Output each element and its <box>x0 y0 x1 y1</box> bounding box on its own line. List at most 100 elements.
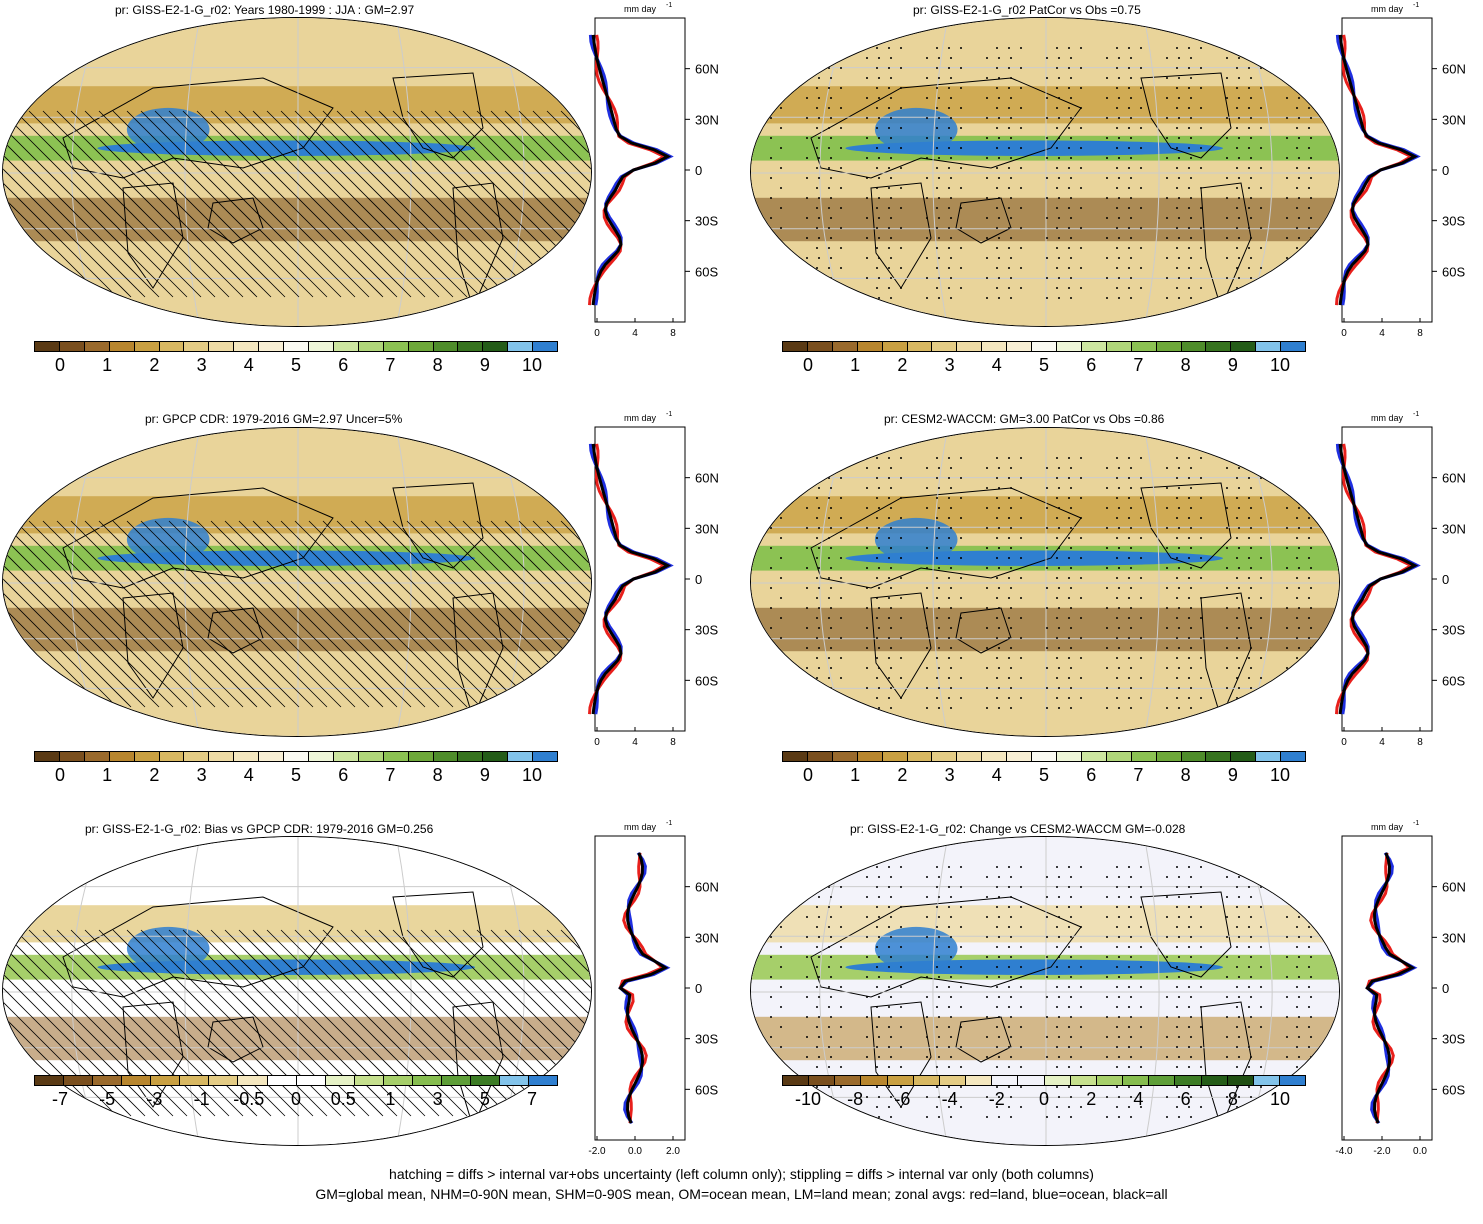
stipple-dot <box>1008 577 1010 579</box>
stipple-dot <box>806 956 808 958</box>
stipple-dot <box>1068 107 1070 109</box>
hatch-line <box>3 550 160 708</box>
longitude-gridline <box>932 837 949 1145</box>
map-panel-4 <box>750 427 1340 737</box>
stipple-dot <box>998 936 1000 938</box>
stipple-dot <box>1190 1056 1192 1058</box>
stipple-dot <box>1286 237 1288 239</box>
stipple-dot <box>1190 547 1192 549</box>
profile-x-label: 0 <box>594 737 600 748</box>
stipple-dot <box>1226 687 1228 689</box>
stipple-dot <box>926 876 928 878</box>
stipple-dot <box>1298 707 1300 709</box>
stipple-dot <box>1286 667 1288 669</box>
stipple-dot <box>1298 996 1300 998</box>
stipple-dot <box>986 996 988 998</box>
stipple-dot <box>950 1096 952 1098</box>
stipple-dot <box>926 1056 928 1058</box>
stipple-dot <box>960 697 962 699</box>
stipple-dot <box>960 67 962 69</box>
panel-title-5: pr: GISS-E2-1-G_r02: Bias vs GPCP CDR: 1… <box>85 822 434 836</box>
stipple-dot <box>816 946 818 948</box>
stipple-dot <box>986 1016 988 1018</box>
coastline <box>207 1016 264 1063</box>
stipple-dot <box>1200 617 1202 619</box>
stipple-dot <box>1020 267 1022 269</box>
stipple-dot <box>1260 537 1262 539</box>
colorbar-swatch <box>887 1076 914 1085</box>
stipple-dot <box>938 217 940 219</box>
stipple-dot <box>1010 277 1012 279</box>
stipple-dot <box>828 267 830 269</box>
stipple-dot <box>866 916 868 918</box>
stipple-dot <box>818 896 820 898</box>
stipple-dot <box>1250 1056 1252 1058</box>
profile-x-label: -4.0 <box>1335 1146 1353 1157</box>
stipple-dot <box>1140 47 1142 49</box>
stipple-dot <box>1190 1016 1192 1018</box>
stipple-dot <box>816 1046 818 1048</box>
stipple-dot <box>830 587 832 589</box>
stipple-dot <box>936 457 938 459</box>
stipple-dot <box>1010 956 1012 958</box>
colorbar-tick-label: 1 <box>850 355 861 375</box>
colorbar-swatch <box>1201 1076 1228 1085</box>
hatch-line <box>3 1057 62 1117</box>
stipple-dot <box>1068 267 1070 269</box>
stipple-dot <box>830 667 832 669</box>
stipple-dot <box>950 1116 952 1118</box>
stipple-dot <box>1118 217 1120 219</box>
stipple-dot <box>876 167 878 169</box>
colorbar-swatch <box>1149 1076 1176 1085</box>
stipple-dot <box>900 926 902 928</box>
stipple-dot <box>770 217 772 219</box>
colorbar-swatch <box>861 1076 888 1085</box>
stipple-dot <box>830 687 832 689</box>
stipple-dot <box>1308 1086 1310 1088</box>
stipple-dot <box>876 1006 878 1008</box>
colorbar-5 <box>34 1075 558 1086</box>
stipple-dot <box>840 926 842 928</box>
stipple-dot <box>830 896 832 898</box>
stipple-dot <box>986 1116 988 1118</box>
stipple-dot <box>878 97 880 99</box>
stipple-dot <box>1310 467 1312 469</box>
profile-frame <box>594 426 686 732</box>
stipple-dot <box>1200 906 1202 908</box>
stipple-dot <box>866 1096 868 1098</box>
stipple-dot <box>1106 687 1108 689</box>
stipple-dot <box>1010 996 1012 998</box>
stipple-dot <box>840 657 842 659</box>
longitude-gridline <box>184 837 201 1145</box>
stipple-dot <box>1296 557 1298 559</box>
stipple-dot <box>806 77 808 79</box>
stipple-dot <box>996 926 998 928</box>
stipple-dot <box>1236 577 1238 579</box>
stipple-dot <box>1298 627 1300 629</box>
stipple-dot <box>1056 986 1058 988</box>
stipple-dot <box>998 117 1000 119</box>
stipple-dot <box>1130 1096 1132 1098</box>
stipple-dot <box>1226 117 1228 119</box>
stipple-dot <box>948 1006 950 1008</box>
stipple-dot <box>818 607 820 609</box>
colorbar-swatch <box>807 342 833 351</box>
stipple-dot <box>1128 1006 1130 1008</box>
stipple-dot <box>1178 467 1180 469</box>
stipple-dot <box>950 467 952 469</box>
stipple-dot <box>1056 457 1058 459</box>
stipple-dot <box>998 996 1000 998</box>
stipple-dot <box>1128 457 1130 459</box>
colorbar-swatch <box>1106 342 1132 351</box>
stipple-dot <box>1188 926 1190 928</box>
stipple-dot <box>1296 697 1298 699</box>
stipple-dot <box>1056 1106 1058 1108</box>
stipple-dot <box>818 707 820 709</box>
stipple-dot <box>936 127 938 129</box>
stipple-dot <box>1238 607 1240 609</box>
stipple-dot <box>830 197 832 199</box>
profile-unit: mm day <box>1371 413 1404 423</box>
hatch-line <box>420 929 591 1101</box>
stipple-dot <box>1260 926 1262 928</box>
stipple-dot <box>816 1026 818 1028</box>
